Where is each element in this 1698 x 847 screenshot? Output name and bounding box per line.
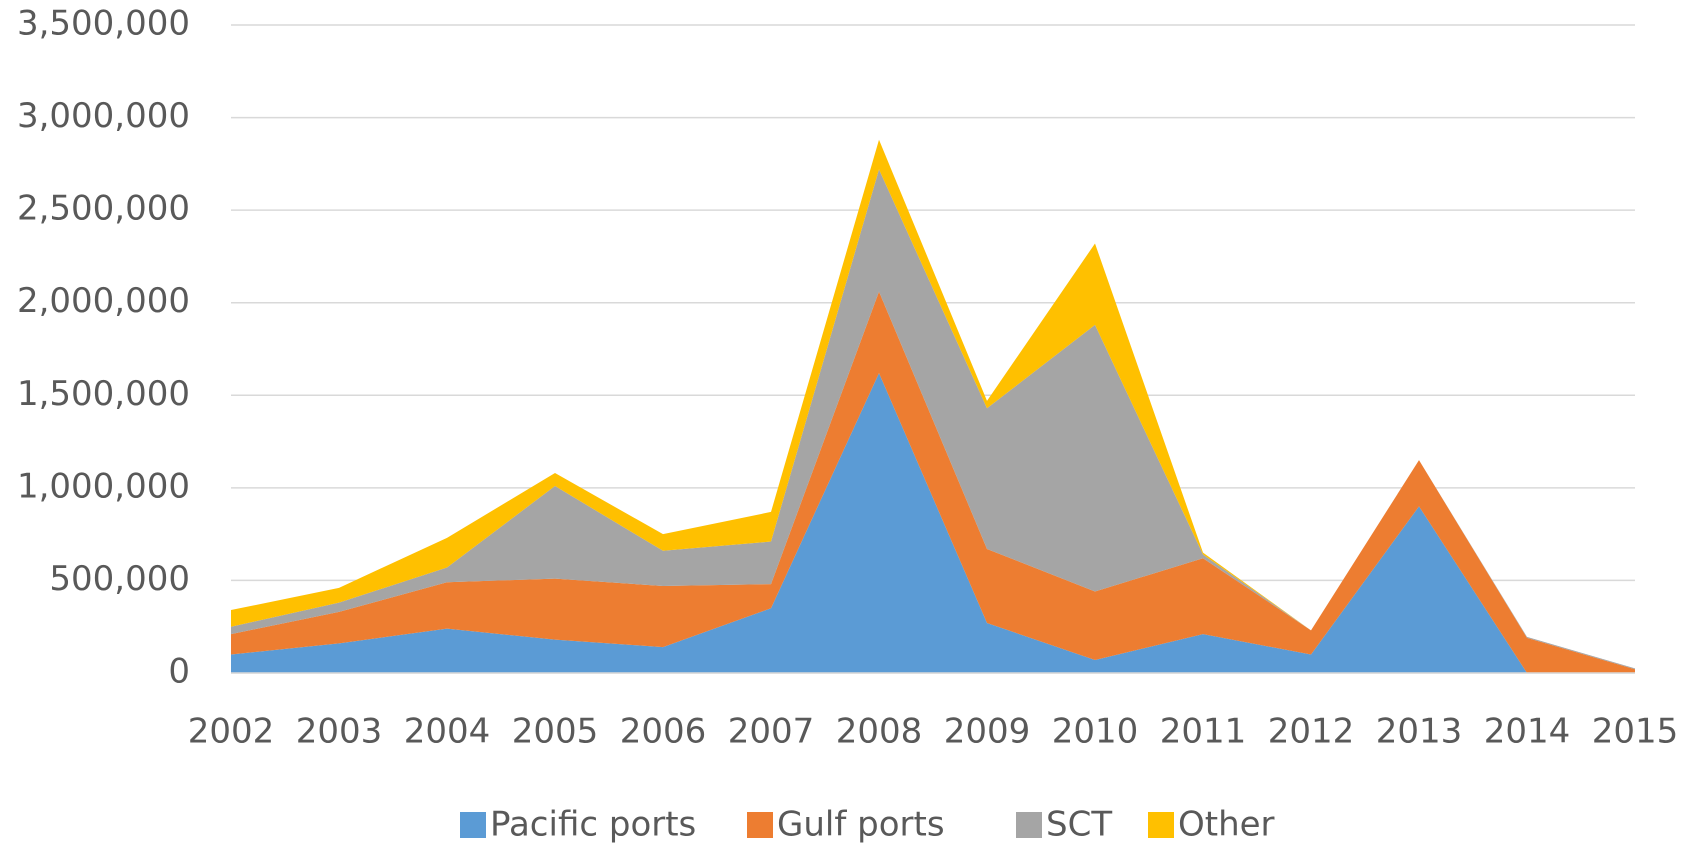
x-tick-label: 2008 [836,712,923,752]
x-tick-label: 2010 [1052,712,1139,752]
legend-swatch [460,812,486,838]
x-tick-label: 2014 [1484,712,1571,752]
legend-label: Other [1178,805,1275,845]
x-tick-label: 2007 [728,712,815,752]
legend-swatch [1148,812,1174,838]
x-tick-label: 2003 [296,712,383,752]
legend-label: Pacific ports [490,805,696,845]
y-tick-label: 2,500,000 [17,189,190,229]
y-tick-label: 1,500,000 [17,374,190,414]
area [231,291,1635,673]
legend-label: Gulf ports [777,805,945,845]
x-tick-label: 2015 [1592,712,1679,752]
x-tick-label: 2012 [1268,712,1355,752]
x-tick-label: 2006 [620,712,707,752]
y-tick-label: 2,000,000 [17,281,190,321]
x-tick-label: 2013 [1376,712,1463,752]
y-tick-label: 0 [168,652,190,692]
x-tick-label: 2002 [188,712,275,752]
y-tick-label: 3,000,000 [17,96,190,136]
legend-label: SCT [1046,805,1112,845]
x-tick-label: 2004 [404,712,491,752]
x-tick-label: 2011 [1160,712,1247,752]
legend-swatch [1016,812,1042,838]
legend-swatch [747,812,773,838]
area [231,373,1635,673]
y-tick-label: 1,000,000 [17,466,190,506]
y-tick-label: 500,000 [49,559,190,599]
x-tick-label: 2009 [944,712,1031,752]
y-tick-label: 3,500,000 [17,4,190,44]
x-tick-label: 2005 [512,712,599,752]
area [231,169,1635,670]
